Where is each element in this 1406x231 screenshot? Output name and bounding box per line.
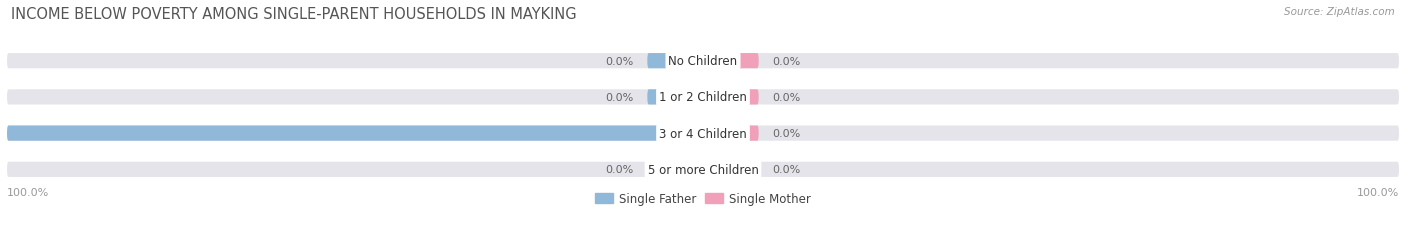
FancyBboxPatch shape (7, 126, 703, 141)
FancyBboxPatch shape (7, 90, 1399, 105)
Text: 1 or 2 Children: 1 or 2 Children (659, 91, 747, 104)
FancyBboxPatch shape (703, 162, 759, 177)
FancyBboxPatch shape (647, 54, 703, 69)
FancyBboxPatch shape (703, 90, 759, 105)
Text: Source: ZipAtlas.com: Source: ZipAtlas.com (1284, 7, 1395, 17)
FancyBboxPatch shape (647, 90, 703, 105)
FancyBboxPatch shape (703, 54, 759, 69)
FancyBboxPatch shape (7, 54, 1399, 69)
Text: 0.0%: 0.0% (773, 128, 801, 139)
FancyBboxPatch shape (647, 162, 703, 177)
Text: No Children: No Children (668, 55, 738, 68)
Text: INCOME BELOW POVERTY AMONG SINGLE-PARENT HOUSEHOLDS IN MAYKING: INCOME BELOW POVERTY AMONG SINGLE-PARENT… (11, 7, 576, 22)
Text: 100.0%: 100.0% (7, 188, 49, 198)
Text: 0.0%: 0.0% (773, 56, 801, 66)
FancyBboxPatch shape (703, 126, 759, 141)
Text: 100.0%: 100.0% (1357, 188, 1399, 198)
Legend: Single Father, Single Mother: Single Father, Single Mother (591, 188, 815, 210)
Text: 0.0%: 0.0% (605, 165, 633, 175)
FancyBboxPatch shape (7, 126, 1399, 141)
Text: 5 or more Children: 5 or more Children (648, 163, 758, 176)
FancyBboxPatch shape (7, 162, 1399, 177)
Text: 0.0%: 0.0% (773, 92, 801, 103)
Text: 0.0%: 0.0% (605, 56, 633, 66)
Text: 0.0%: 0.0% (773, 165, 801, 175)
Text: 0.0%: 0.0% (605, 92, 633, 103)
Text: 3 or 4 Children: 3 or 4 Children (659, 127, 747, 140)
